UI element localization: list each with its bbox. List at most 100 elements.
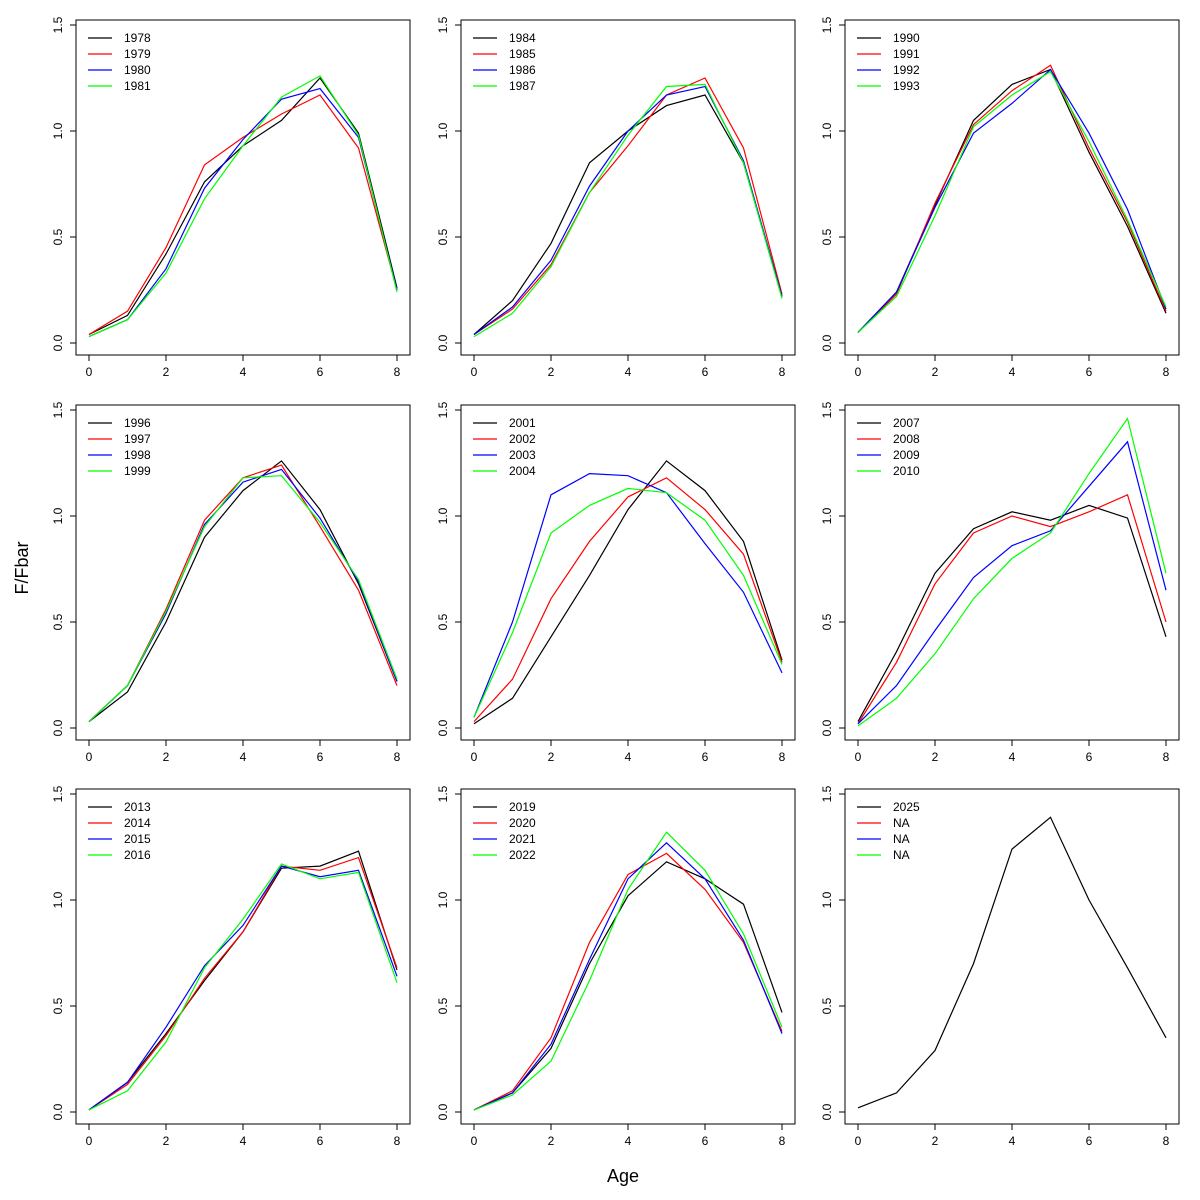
- x-tick-label: 2: [548, 1134, 555, 1148]
- y-tick-label: 1.5: [820, 401, 834, 418]
- y-axis-label: F/Fbar: [12, 541, 32, 594]
- y-tick-label: 1.0: [436, 122, 450, 139]
- legend-label: 2021: [509, 832, 536, 846]
- x-tick-label: 2: [548, 750, 555, 764]
- x-tick-label: 0: [855, 1134, 862, 1148]
- legend-label: 2003: [509, 448, 536, 462]
- y-tick-label: 0.0: [436, 1103, 450, 1120]
- x-tick-label: 2: [932, 1134, 939, 1148]
- x-tick-label: 0: [86, 750, 93, 764]
- series-line-2021: [473, 841, 783, 1111]
- legend-label: 1990: [893, 31, 920, 45]
- y-tick-label: 0.0: [436, 334, 450, 351]
- y-tick-label: 1.5: [436, 401, 450, 418]
- legend-label: 2016: [124, 848, 151, 862]
- x-tick-label: 4: [1009, 750, 1016, 764]
- legend-label: NA: [893, 848, 910, 862]
- x-tick-label: 0: [471, 750, 478, 764]
- x-tick-label: 6: [1086, 365, 1093, 379]
- x-tick-label: 8: [779, 365, 786, 379]
- legend-label: 2008: [893, 432, 920, 446]
- panel-2: 0 2 4 6 8 0.0 0.5 1.0 1.5 1984 1985 1986 1987: [436, 16, 796, 379]
- panel-7: 0 2 4 6 8 0.0 0.5 1.0 1.5 2013 2014 2015 2016: [51, 785, 411, 1148]
- series-line-2008: [857, 493, 1167, 725]
- series-line-1985: [473, 77, 783, 336]
- x-tick-label: 2: [548, 365, 555, 379]
- series-line-2003: [473, 472, 783, 718]
- legend-label: 1979: [124, 47, 151, 61]
- series-line-1986: [473, 85, 783, 335]
- legend-label: 1987: [509, 79, 536, 93]
- x-tick-label: 8: [394, 750, 401, 764]
- y-tick-label: 0.5: [436, 228, 450, 245]
- y-tick-label: 1.5: [820, 16, 834, 33]
- y-tick-label: 1.0: [820, 891, 834, 908]
- series-line-2007: [857, 504, 1167, 722]
- x-tick-label: 8: [779, 1134, 786, 1148]
- legend-label: 1993: [893, 79, 920, 93]
- panel-5: 0 2 4 6 8 0.0 0.5 1.0 1.5 2001 2002 2003 2004: [436, 401, 796, 764]
- x-tick-label: 6: [317, 365, 324, 379]
- y-tick-label: 0.5: [51, 228, 65, 245]
- series-line-1980: [88, 87, 398, 338]
- panel-8: 0 2 4 6 8 0.0 0.5 1.0 1.5 2019 2020 2021 2022: [436, 785, 796, 1148]
- x-tick-label: 4: [1009, 365, 1016, 379]
- legend-label: 2007: [893, 416, 920, 430]
- y-tick-label: 1.0: [51, 507, 65, 524]
- x-tick-label: 0: [471, 365, 478, 379]
- x-tick-label: 8: [1163, 1134, 1170, 1148]
- series-line-1996: [88, 460, 398, 723]
- legend-label: 2020: [509, 816, 536, 830]
- y-tick-label: 1.0: [436, 891, 450, 908]
- x-axis-label: Age: [607, 1166, 639, 1186]
- panel-4: 0 2 4 6 8 0.0 0.5 1.0 1.5 1996 1997 1998 1999: [51, 401, 411, 764]
- x-tick-label: 4: [625, 365, 632, 379]
- y-tick-label: 1.5: [436, 16, 450, 33]
- y-tick-label: 1.5: [51, 16, 65, 33]
- x-tick-label: 2: [163, 365, 170, 379]
- legend-label: 1999: [124, 464, 151, 478]
- series-line-1999: [88, 475, 398, 723]
- legend-label: 2009: [893, 448, 920, 462]
- series-line-2004: [473, 487, 783, 718]
- series-line-1998: [88, 468, 398, 723]
- x-tick-label: 4: [240, 750, 247, 764]
- y-tick-label: 0.5: [51, 613, 65, 630]
- x-tick-label: 0: [855, 365, 862, 379]
- x-tick-label: 6: [317, 1134, 324, 1148]
- x-tick-label: 6: [702, 1134, 709, 1148]
- legend-label: 1981: [124, 79, 151, 93]
- x-tick-label: 4: [625, 1134, 632, 1148]
- x-tick-label: 4: [625, 750, 632, 764]
- x-tick-label: 2: [163, 1134, 170, 1148]
- y-tick-label: 1.5: [51, 401, 65, 418]
- legend-label: NA: [893, 832, 910, 846]
- series-line-1992: [857, 68, 1167, 333]
- series-line-2016: [88, 863, 398, 1111]
- x-tick-label: 8: [394, 1134, 401, 1148]
- y-tick-label: 0.0: [51, 334, 65, 351]
- y-tick-label: 1.0: [820, 122, 834, 139]
- series-line-1997: [88, 464, 398, 723]
- series-line-2015: [88, 865, 398, 1111]
- series-line-2022: [473, 831, 783, 1111]
- x-tick-label: 6: [1086, 750, 1093, 764]
- legend-label: 1998: [124, 448, 151, 462]
- y-tick-label: 0.0: [436, 719, 450, 736]
- y-tick-label: 0.5: [51, 997, 65, 1014]
- x-tick-label: 8: [779, 750, 786, 764]
- legend-label: 1978: [124, 31, 151, 45]
- series-line-2001: [473, 460, 783, 725]
- x-tick-label: 0: [86, 1134, 93, 1148]
- series-line-1990: [857, 68, 1167, 333]
- x-tick-label: 4: [1009, 1134, 1016, 1148]
- legend-label: 2025: [893, 800, 920, 814]
- x-tick-label: 0: [86, 365, 93, 379]
- x-tick-label: 4: [240, 1134, 247, 1148]
- x-tick-label: 2: [932, 750, 939, 764]
- y-tick-label: 0.5: [436, 613, 450, 630]
- legend-label: 2001: [509, 416, 536, 430]
- legend-label: 1986: [509, 63, 536, 77]
- series-line-2014: [88, 856, 398, 1111]
- legend-label: NA: [893, 816, 910, 830]
